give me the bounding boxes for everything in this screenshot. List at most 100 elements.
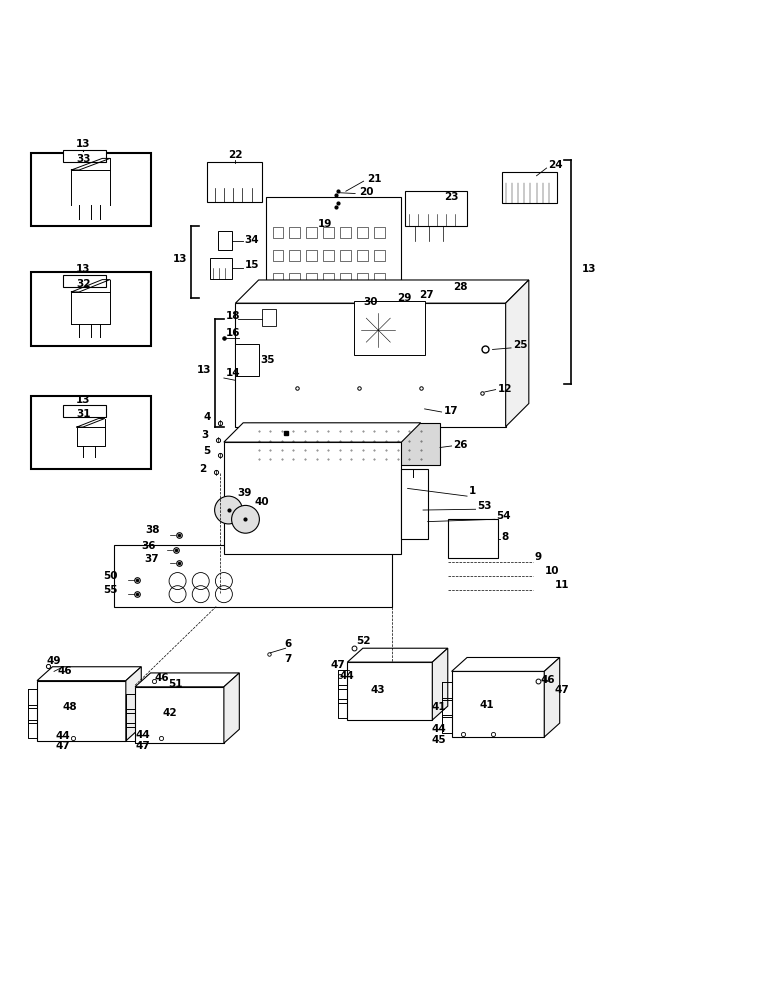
Text: 33: 33 bbox=[76, 154, 90, 164]
Text: 25: 25 bbox=[513, 340, 528, 350]
Text: 47: 47 bbox=[135, 741, 150, 751]
Text: 27: 27 bbox=[419, 290, 434, 300]
Text: 44: 44 bbox=[56, 731, 70, 741]
Text: 17: 17 bbox=[444, 406, 459, 416]
Polygon shape bbox=[506, 280, 529, 427]
Text: 46: 46 bbox=[154, 673, 169, 683]
Text: 8: 8 bbox=[502, 532, 509, 542]
Bar bbox=[357, 250, 368, 261]
Text: 46: 46 bbox=[58, 666, 73, 676]
Text: 4: 4 bbox=[203, 412, 211, 422]
Text: 26: 26 bbox=[453, 440, 468, 450]
Text: 41: 41 bbox=[479, 700, 493, 710]
Polygon shape bbox=[432, 648, 448, 720]
Bar bbox=[502, 172, 557, 203]
Polygon shape bbox=[37, 667, 141, 681]
Bar bbox=[340, 227, 351, 238]
Bar bbox=[114, 545, 392, 607]
Bar bbox=[135, 687, 224, 743]
Text: 31: 31 bbox=[76, 409, 90, 419]
Bar bbox=[266, 197, 401, 290]
Text: 15: 15 bbox=[245, 260, 259, 270]
Bar bbox=[218, 231, 232, 250]
Text: 21: 21 bbox=[367, 174, 381, 184]
Text: 47: 47 bbox=[554, 685, 569, 695]
Text: 46: 46 bbox=[540, 675, 555, 685]
Text: 44: 44 bbox=[431, 724, 446, 734]
Text: 49: 49 bbox=[46, 656, 61, 666]
Text: 48: 48 bbox=[63, 702, 76, 712]
Text: 13: 13 bbox=[581, 264, 596, 274]
Bar bbox=[262, 309, 276, 326]
Text: 12: 12 bbox=[498, 384, 513, 394]
Text: 44: 44 bbox=[135, 730, 150, 740]
Bar bbox=[448, 519, 498, 558]
Bar bbox=[207, 162, 262, 202]
Text: 32: 32 bbox=[76, 279, 90, 289]
Text: 44: 44 bbox=[340, 671, 354, 681]
Bar bbox=[405, 191, 467, 226]
Text: 40: 40 bbox=[255, 497, 269, 507]
Text: 53: 53 bbox=[477, 501, 492, 511]
Bar bbox=[31, 272, 151, 346]
Text: 13: 13 bbox=[76, 264, 90, 274]
Text: 13: 13 bbox=[76, 395, 90, 405]
Bar bbox=[323, 273, 334, 284]
Text: 50: 50 bbox=[103, 571, 117, 581]
Polygon shape bbox=[224, 423, 421, 442]
Polygon shape bbox=[347, 648, 448, 662]
Bar bbox=[290, 250, 300, 261]
Text: 1: 1 bbox=[469, 486, 476, 496]
Text: 30: 30 bbox=[364, 297, 378, 307]
Bar bbox=[374, 273, 385, 284]
Text: 13: 13 bbox=[197, 365, 211, 375]
Text: 36: 36 bbox=[142, 541, 156, 551]
Bar bbox=[357, 227, 368, 238]
Bar bbox=[37, 681, 126, 741]
Text: 35: 35 bbox=[260, 355, 275, 365]
Text: 14: 14 bbox=[226, 368, 241, 378]
Bar bbox=[235, 303, 506, 427]
Bar bbox=[63, 275, 106, 287]
Text: 6: 6 bbox=[284, 639, 291, 649]
Circle shape bbox=[232, 505, 259, 533]
Bar bbox=[323, 227, 334, 238]
Text: 41: 41 bbox=[432, 702, 445, 712]
Text: 37: 37 bbox=[145, 554, 159, 564]
Text: 34: 34 bbox=[245, 235, 259, 245]
Bar bbox=[290, 273, 300, 284]
Bar bbox=[374, 227, 385, 238]
Text: 16: 16 bbox=[226, 328, 241, 338]
Bar bbox=[354, 301, 425, 355]
Text: 52: 52 bbox=[357, 636, 371, 646]
Text: 13: 13 bbox=[173, 254, 187, 264]
Bar bbox=[340, 273, 351, 284]
Text: 29: 29 bbox=[397, 293, 411, 303]
Text: 55: 55 bbox=[103, 585, 117, 595]
Text: 19: 19 bbox=[317, 219, 332, 229]
Bar bbox=[273, 273, 283, 284]
Bar bbox=[323, 250, 334, 261]
Text: 10: 10 bbox=[545, 566, 560, 576]
Text: 13: 13 bbox=[76, 139, 90, 149]
Polygon shape bbox=[452, 657, 560, 671]
Bar bbox=[31, 396, 151, 469]
Bar bbox=[347, 662, 432, 720]
Text: 47: 47 bbox=[56, 741, 70, 751]
Polygon shape bbox=[135, 673, 239, 687]
Text: 18: 18 bbox=[226, 311, 241, 321]
Polygon shape bbox=[224, 673, 239, 743]
Text: 11: 11 bbox=[555, 580, 570, 590]
Bar bbox=[210, 258, 232, 279]
Bar bbox=[340, 250, 351, 261]
Text: 45: 45 bbox=[432, 735, 445, 745]
Bar bbox=[251, 423, 440, 465]
Text: 39: 39 bbox=[238, 488, 252, 498]
Bar bbox=[63, 405, 106, 417]
Polygon shape bbox=[126, 667, 141, 741]
Bar bbox=[357, 273, 368, 284]
Polygon shape bbox=[235, 280, 529, 303]
Text: 2: 2 bbox=[199, 464, 207, 474]
Text: 43: 43 bbox=[371, 685, 385, 695]
Bar bbox=[452, 671, 544, 737]
